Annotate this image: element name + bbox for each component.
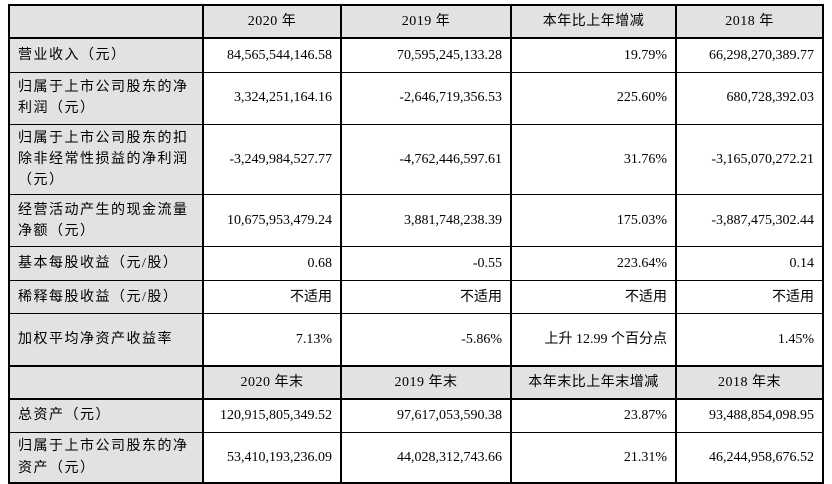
column-header-blank [8,364,204,400]
row-label: 归属于上市公司股东的扣除非经常性损益的净利润（元） [8,123,204,196]
cell-value: 3,324,251,164.16 [202,71,342,125]
cell-value: 31.76% [510,123,677,196]
cell-value: -0.55 [340,246,512,282]
cell-value: 上升 12.99 个百分点 [510,313,677,367]
column-header-yoy-change: 本年比上年增减 [510,4,677,39]
row-label: 归属于上市公司股东的净利润（元） [8,71,204,125]
table-row-operating-cash-flow: 经营活动产生的现金流量净额（元） 10,675,953,479.24 3,881… [8,194,824,248]
column-header-2019-end: 2019 年末 [340,364,512,400]
cell-value: 225.60% [510,71,677,125]
row-label: 经营活动产生的现金流量净额（元） [8,194,204,248]
cell-value: -2,646,719,356.53 [340,71,512,125]
row-label: 加权平均净资产收益率 [8,313,204,367]
column-header-year-end-change: 本年末比上年末增减 [510,364,677,400]
cell-value: 不适用 [675,280,824,315]
cell-value: 23.87% [510,398,677,434]
cell-value: 84,565,544,146.58 [202,37,342,73]
column-header-2018-end: 2018 年末 [675,364,824,400]
row-label: 营业收入（元） [8,37,204,73]
cell-value: -5.86% [340,313,512,367]
column-header-2019: 2019 年 [340,4,512,39]
cell-value: 175.03% [510,194,677,248]
financial-summary-table: 2020 年 2019 年 本年比上年增减 2018 年 营业收入（元） 84,… [8,4,824,484]
table-row-net-assets: 归属于上市公司股东的净资产（元） 53,410,193,236.09 44,02… [8,432,824,484]
cell-value: 10,675,953,479.24 [202,194,342,248]
financial-summary: 2020 年 2019 年 本年比上年增减 2018 年 营业收入（元） 84,… [8,4,824,484]
cell-value: 19.79% [510,37,677,73]
cell-value: 0.14 [675,246,824,282]
cell-value: -4,762,446,597.61 [340,123,512,196]
cell-value: 680,728,392.03 [675,71,824,125]
cell-value: 223.64% [510,246,677,282]
table-row-weighted-roe: 加权平均净资产收益率 7.13% -5.86% 上升 12.99 个百分点 1.… [8,313,824,367]
cell-value: 不适用 [202,280,342,315]
cell-value: 0.68 [202,246,342,282]
cell-value: -3,249,984,527.77 [202,123,342,196]
column-header-2020-end: 2020 年末 [202,364,342,400]
table-row-net-profit: 归属于上市公司股东的净利润（元） 3,324,251,164.16 -2,646… [8,71,824,125]
cell-value: 66,298,270,389.77 [675,37,824,73]
table-row-net-profit-excl-nonrecurring: 归属于上市公司股东的扣除非经常性损益的净利润（元） -3,249,984,527… [8,123,824,196]
cell-value: 53,410,193,236.09 [202,432,342,484]
cell-value: 70,595,245,133.28 [340,37,512,73]
table-row-total-assets: 总资产（元） 120,915,805,349.52 97,617,053,590… [8,398,824,434]
column-header-2018: 2018 年 [675,4,824,39]
column-header-2020: 2020 年 [202,4,342,39]
cell-value: 120,915,805,349.52 [202,398,342,434]
row-label: 归属于上市公司股东的净资产（元） [8,432,204,484]
table-header-row-annual: 2020 年 2019 年 本年比上年增减 2018 年 [8,4,824,39]
table-header-row-year-end: 2020 年末 2019 年末 本年末比上年末增减 2018 年末 [8,364,824,400]
cell-value: 1.45% [675,313,824,367]
table-row-basic-eps: 基本每股收益（元/股） 0.68 -0.55 223.64% 0.14 [8,246,824,282]
column-header-blank [8,4,204,39]
row-label: 总资产（元） [8,398,204,434]
cell-value: 93,488,854,098.95 [675,398,824,434]
cell-value: 46,244,958,676.52 [675,432,824,484]
cell-value: 不适用 [510,280,677,315]
cell-value: 7.13% [202,313,342,367]
table-row-revenue: 营业收入（元） 84,565,544,146.58 70,595,245,133… [8,37,824,73]
row-label: 稀释每股收益（元/股） [8,280,204,315]
cell-value: 44,028,312,743.66 [340,432,512,484]
cell-value: 3,881,748,238.39 [340,194,512,248]
cell-value: 21.31% [510,432,677,484]
cell-value: 不适用 [340,280,512,315]
cell-value: 97,617,053,590.38 [340,398,512,434]
table-row-diluted-eps: 稀释每股收益（元/股） 不适用 不适用 不适用 不适用 [8,280,824,315]
cell-value: -3,165,070,272.21 [675,123,824,196]
cell-value: -3,887,475,302.44 [675,194,824,248]
row-label: 基本每股收益（元/股） [8,246,204,282]
